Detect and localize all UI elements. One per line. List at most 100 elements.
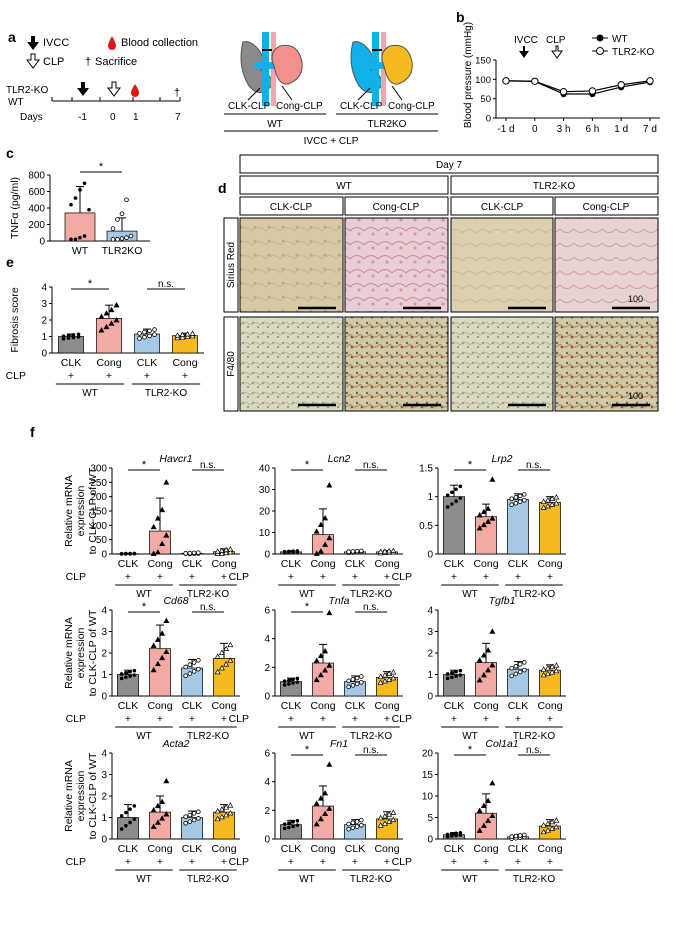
data-point [287,821,291,825]
y-tick-label: 150 [475,56,491,67]
kidney-label-clk: CLK-CLP [228,101,271,112]
data-point [476,807,483,813]
y-axis-label: expression [75,627,87,678]
data-point [317,795,324,801]
data-point [489,515,496,521]
panel-a-letter: a [8,29,16,45]
data-point [617,81,625,89]
data-point [187,819,193,824]
data-point [174,332,181,338]
data-point [119,236,125,241]
x-category-label: WT [72,245,89,257]
y-axis-label: to CLK-CLP of WT [87,467,99,554]
d-col-label: Cong-CLP [583,202,630,213]
data-point [313,676,320,683]
data-point [454,487,458,492]
data-point [154,660,161,667]
plus-sign: + [189,713,195,725]
data-point [313,550,320,556]
timeline-clp-icon [107,81,121,97]
bar [213,658,235,697]
data-point [124,675,128,680]
gene-title: Tgfb1 [489,595,516,607]
data-point [346,826,351,832]
data-point [513,500,519,506]
chart-fn1: 0 2 4 6 Fn1 * n.s. CLK Cong CLK Cong CLP + + + + WT TLR2-… [229,738,403,885]
data-point [150,666,157,673]
bp-ylabel: Blood pressure (mmHg) [463,22,474,128]
data-point [544,670,551,676]
data-point [445,493,450,497]
y-tick-label: 0 [427,692,433,703]
data-point [187,550,193,556]
data-point [187,671,193,676]
data-point [189,332,196,339]
data-point [287,825,291,830]
y-tick-label: 800 [28,171,45,182]
x-category-label: CLK [61,357,81,369]
data-point [513,833,519,839]
x-category-label: CLK [137,357,157,369]
data-point [322,790,329,796]
data-point [458,673,463,677]
timeline-dagger-icon: † [174,87,180,99]
x-category-label: Cong [211,700,236,712]
y-tick-label: 4 [101,749,107,760]
plus-sign: + [221,713,227,725]
plus-sign: + [515,713,521,725]
plus-sign: + [384,856,390,868]
data-point [476,524,483,531]
data-point [124,810,128,815]
data-point [588,87,597,95]
panel-e-letter: e [6,254,14,270]
data-point [137,331,142,336]
data-point [128,551,132,556]
day7-header [239,154,659,174]
data-point [354,819,360,824]
plus-sign: + [288,713,294,725]
data-point [377,548,384,554]
data-point [147,328,152,334]
plus-sign: + [352,856,358,868]
sig-label: n.s. [200,602,216,613]
panel-d: d Day 7 WT TLR2-KO CLK-CLP Cong-CLP CLK-… [218,154,659,412]
data-point [381,820,388,826]
data-point [553,667,560,674]
data-point [163,648,170,655]
x-category-label: CLK [281,843,301,855]
data-point [150,806,157,813]
plus-sign: + [320,571,326,583]
data-point [191,660,197,665]
data-point [128,674,132,678]
x-category-label: Cong [147,700,172,712]
data-point [489,662,496,668]
day7-label: Day 7 [436,160,463,171]
data-point [450,832,454,836]
data-point [458,496,463,500]
chart-tgfb1: 0 1 2 3 4 Tgfb1 CLK Cong CLK Cong CLP + + + + WT TLR2-KO [392,595,566,742]
data-point [354,675,360,681]
data-point [544,502,551,509]
sig-label: n.s. [363,460,379,471]
data-point [110,226,116,231]
sig-label: n.s. [200,460,216,471]
panel-b: b Blood pressure (mmHg) IVCC CLP WT TLR2… [456,9,660,135]
data-point [152,327,157,332]
data-point [113,316,120,323]
plus-sign: + [451,571,457,583]
data-point [150,550,157,556]
y-tick-label: 0 [264,550,270,561]
plus-sign: + [157,856,163,868]
data-point [108,306,115,313]
data-point [159,654,166,661]
data-point [326,534,333,541]
x-category-label: CLK [508,700,528,712]
y-tick-label: 0 [101,550,107,561]
data-point [509,502,514,507]
data-point [115,237,120,242]
group-label: WT [462,731,478,742]
data-point [69,202,73,207]
group-label: WT [462,874,478,885]
data-point [326,609,333,616]
data-point [128,233,134,239]
